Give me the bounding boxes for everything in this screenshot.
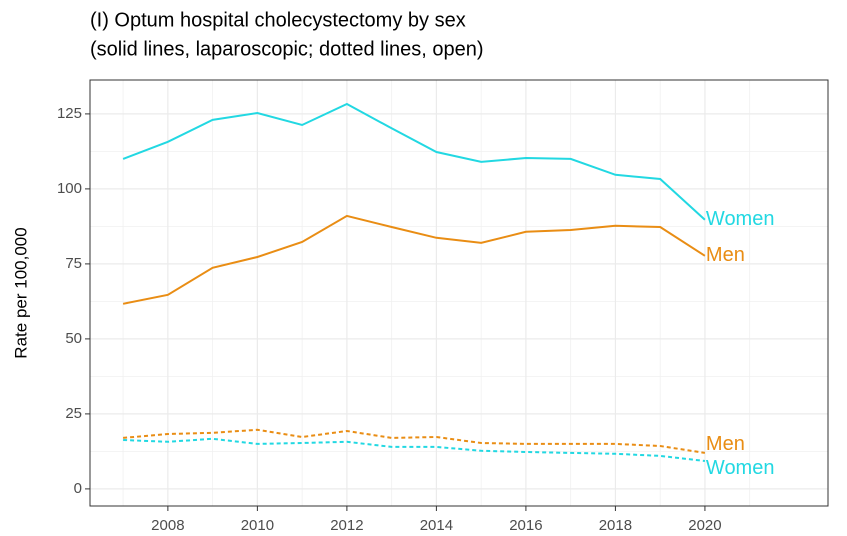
y-tick-label: 25 [65, 405, 82, 422]
chart-title: (I) Optum hospital cholecystectomy by se… [90, 9, 466, 31]
series-line [122, 214, 706, 305]
series-label: Men [706, 244, 745, 266]
y-tick-label: 50 [65, 330, 82, 347]
y-tick-label: 0 [74, 480, 82, 497]
y-tick-label: 75 [65, 255, 82, 272]
y-axis-label: Rate per 100,000 [11, 227, 30, 358]
chart-subtitle: (solid lines, laparoscopic; dotted lines… [90, 38, 484, 60]
x-tick-label: 2012 [330, 517, 363, 534]
y-tick-label: 100 [57, 180, 82, 197]
x-tick-label: 2014 [420, 517, 453, 534]
series-line [122, 102, 706, 221]
series-label: Women [706, 457, 775, 479]
x-tick-label: 2008 [151, 517, 184, 534]
y-tick-label: 125 [57, 105, 82, 122]
series-line [123, 437, 706, 462]
x-tick-label: 2020 [688, 517, 721, 534]
series-line [123, 428, 706, 454]
series-label: Women [706, 208, 775, 230]
x-tick-label: 2018 [599, 517, 632, 534]
series-label: Men [706, 433, 745, 455]
plot-border [89, 79, 829, 507]
x-tick-label: 2010 [241, 517, 274, 534]
x-tick-label: 2016 [509, 517, 542, 534]
